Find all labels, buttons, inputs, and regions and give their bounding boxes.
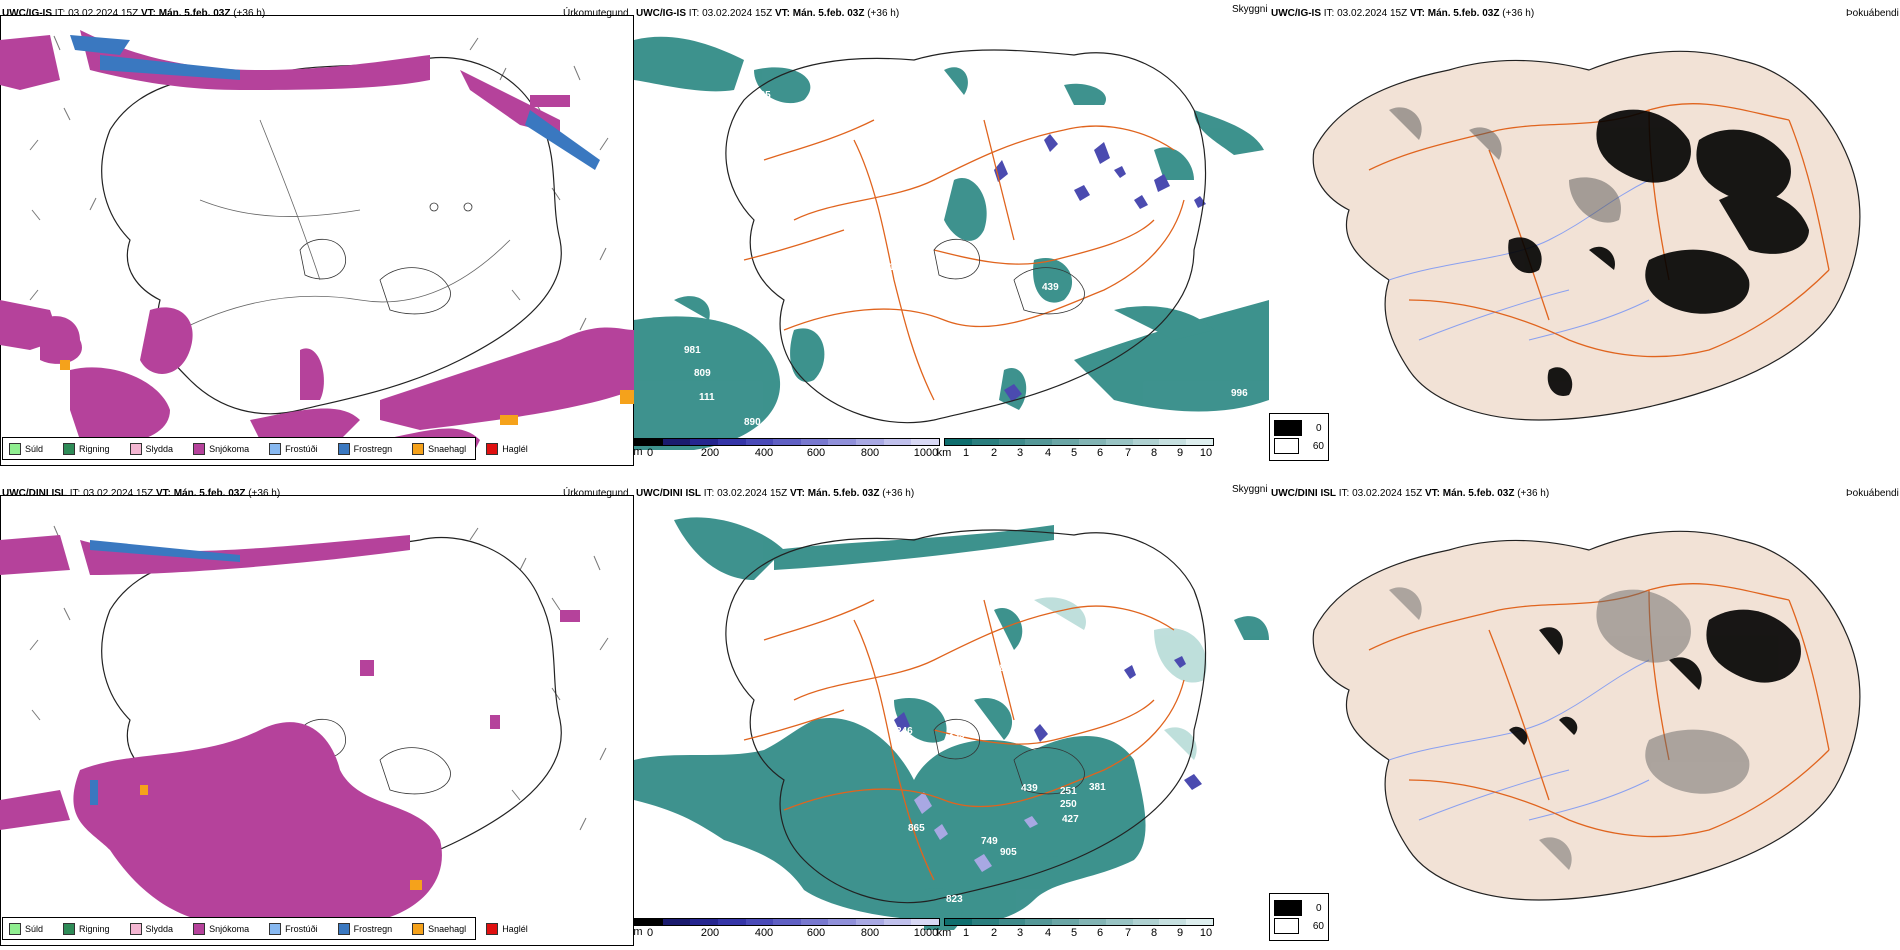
legend-item-sold: Súld [9, 442, 43, 455]
legend-item-snaehagl: Snaehagl [412, 922, 466, 935]
legend-item-slydda: Slydda [129, 922, 173, 935]
panel-title: UWC/IG-IS IT: 03.02.2024 15Z VT: Mán. 5.… [2, 8, 266, 19]
fog-legend-item: 0 [1274, 420, 1324, 436]
legend-item-haglel: Haglél [486, 922, 528, 935]
precip-map [0, 30, 634, 460]
fog-legend-item: 60 [1274, 438, 1324, 454]
panel-dini-visibility: UWC/DINI ISL IT: 03.02.2024 15Z VT: Mán.… [634, 480, 1269, 950]
fog-legend: 0 60 [1269, 893, 1329, 941]
visibility-colorbar: km 1 2 3 4 5 6 7 8 9 10 [937, 438, 1214, 464]
precip-legend: Súld Rigning Slydda Snjókoma Frostúði Fr… [2, 437, 528, 460]
vis-label: 251 [1060, 786, 1077, 797]
panel-igis-precip: UWC/IG-IS IT: 03.02.2024 15Z VT: Mán. 5.… [0, 0, 634, 470]
vis-label: 749 [981, 836, 998, 847]
vis-label: 981 [684, 345, 701, 356]
iceland-outline [725, 49, 1207, 424]
panel-igis-fog: UWC/IG-IS IT: 03.02.2024 15Z VT: Mán. 5.… [1269, 0, 1900, 470]
legend-item-slydda: Slydda [129, 442, 173, 455]
legend-item-frostregn: Frostregn [337, 442, 392, 455]
panel-title: UWC/IG-IS IT: 03.02.2024 15Z VT: Mán. 5.… [1271, 8, 1535, 19]
vis-label: 246 [896, 726, 913, 737]
legend-item-snaehagl: Snaehagl [412, 442, 466, 455]
vis-label: 414 [786, 570, 803, 581]
vis-label: 865 [908, 823, 925, 834]
vis-label: 996 [1231, 388, 1248, 399]
panel-title: UWC/DINI ISL IT: 03.02.2024 15Z VT: Mán.… [636, 488, 915, 499]
vis-label: 890 [744, 417, 761, 428]
legend-item-frostregn: Frostregn [337, 922, 392, 935]
field-name: Úrkomutegund [563, 8, 629, 19]
vis-label: 381 [1089, 782, 1106, 793]
vis-label: 585 [994, 663, 1011, 674]
legend-item-haglel: Haglél [486, 442, 528, 455]
vis-label: 170 [889, 262, 906, 273]
field-name: Skyggni [1232, 484, 1268, 495]
visibility-map: 414 585 246 335 439 251 250 381 427 865 … [634, 517, 1269, 930]
legend-item-rigning: Rigning [63, 922, 110, 935]
precip-legend: Súld Rigning Slydda Snjókoma Frostúði Fr… [2, 917, 528, 940]
vis-label: 427 [1062, 814, 1079, 825]
fog-legend-item: 0 [1274, 900, 1324, 916]
legend-item-rigning: Rigning [63, 442, 110, 455]
vis-label: 809 [694, 368, 711, 379]
panel-dini-fog: UWC/DINI ISL IT: 03.02.2024 15Z VT: Mán.… [1269, 480, 1900, 950]
map-frame [0, 495, 634, 946]
legend-item-frostudi: Frostúði [269, 922, 318, 935]
panel-title: UWC/DINI ISL IT: 03.02.2024 15Z VT: Mán.… [1271, 488, 1550, 499]
fog-legend: 0 60 [1269, 413, 1329, 461]
legend-item-snjokoma: Snjókoma [193, 922, 249, 935]
vis-label: 905 [1000, 847, 1017, 858]
vis-label: 439 [1021, 783, 1038, 794]
panel-igis-visibility: UWC/IG-IS IT: 03.02.2024 15Z VT: Mán. 5.… [634, 0, 1269, 470]
map-frame [0, 15, 634, 466]
panel-dini-precip: UWC/DINI ISL IT: 03.02.2024 15Z VT: Mán.… [0, 480, 634, 950]
cloudbase-colorbar: m 0 200 400 600 800 1000 [634, 438, 940, 464]
iceland-outline [725, 529, 1207, 904]
field-name: Þokuábendi [1846, 488, 1899, 499]
vis-label: 435 [754, 90, 771, 101]
legend-item-snjokoma: Snjókoma [193, 442, 249, 455]
vis-label: 111 [699, 392, 715, 403]
precip-map [0, 525, 609, 930]
cloudbase-colorbar: m 0 200 400 600 800 1000 [634, 918, 940, 944]
vis-label: 823 [946, 894, 963, 905]
field-name: Úrkomutegund [563, 488, 629, 499]
vis-label: 494 [939, 390, 956, 401]
iceland-land [1312, 530, 1861, 901]
fog-map [1312, 50, 1861, 421]
panel-title: UWC/IG-IS IT: 03.02.2024 15Z VT: Mán. 5.… [636, 8, 900, 19]
vis-label: 439 [1042, 282, 1059, 293]
vis-label: 250 [1060, 799, 1077, 810]
legend-item-sold: Súld [9, 922, 43, 935]
panel-title: UWC/DINI ISL IT: 03.02.2024 15Z VT: Mán.… [2, 488, 281, 499]
field-name: Skyggni [1232, 4, 1268, 15]
vis-label: 335 [948, 730, 965, 741]
legend-item-frostudi: Frostúði [269, 442, 318, 455]
iceland-outline [101, 56, 562, 415]
fog-legend-item: 60 [1274, 918, 1324, 934]
visibility-colorbar: km 1 2 3 4 5 6 7 8 9 10 [937, 918, 1214, 944]
fog-map [1312, 530, 1861, 901]
field-name: Þokuábendi [1846, 8, 1899, 19]
visibility-map: 435 170 439 981 809 111 890 494 996 [634, 36, 1269, 450]
